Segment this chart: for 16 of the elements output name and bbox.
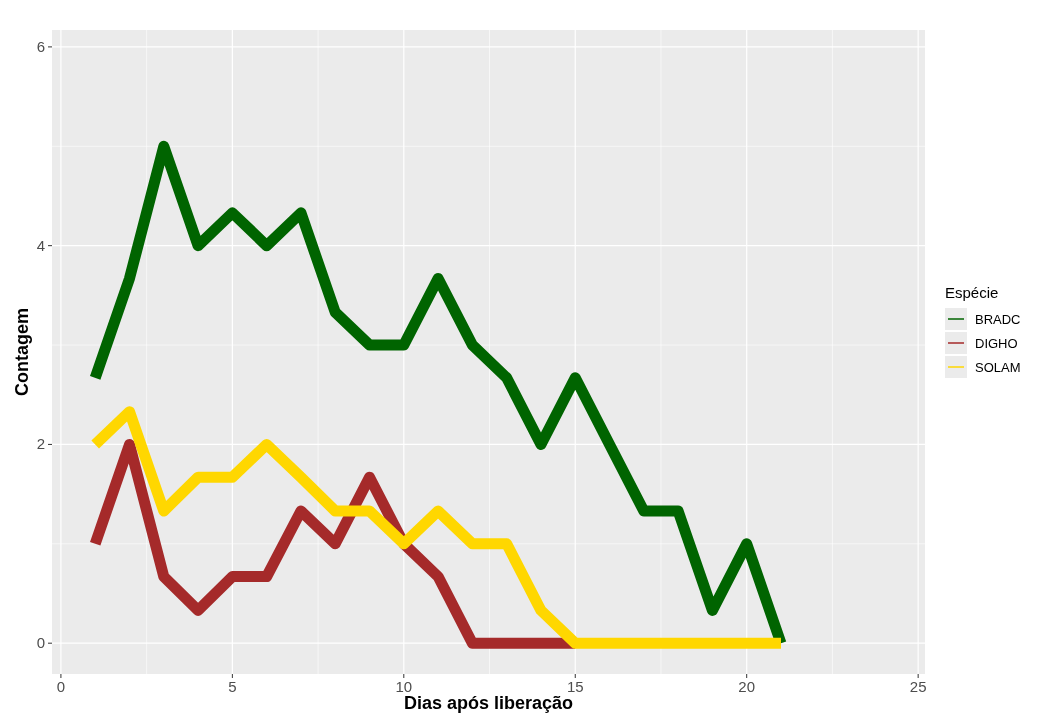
y-tick-label: 6 <box>36 37 45 55</box>
legend-label: BRADC <box>975 312 1021 327</box>
legend-label: SOLAM <box>975 360 1021 375</box>
legend-title: Espécie <box>945 284 999 301</box>
y-tick-label: 0 <box>36 634 45 652</box>
x-tick-label: 0 <box>56 678 66 695</box>
x-tick-label: 20 <box>738 678 756 695</box>
x-axis-title: Dias após liberação <box>403 693 574 713</box>
y-tick-label: 2 <box>36 435 45 453</box>
y-axis-title: Contagem <box>12 307 32 397</box>
x-tick-label: 5 <box>228 678 237 695</box>
legend-label: DIGHO <box>975 336 1018 351</box>
x-tick-label: 25 <box>909 678 927 695</box>
x-tick-label: 10 <box>395 678 413 695</box>
y-tick-label: 4 <box>36 236 45 254</box>
x-tick-label: 15 <box>566 678 584 695</box>
